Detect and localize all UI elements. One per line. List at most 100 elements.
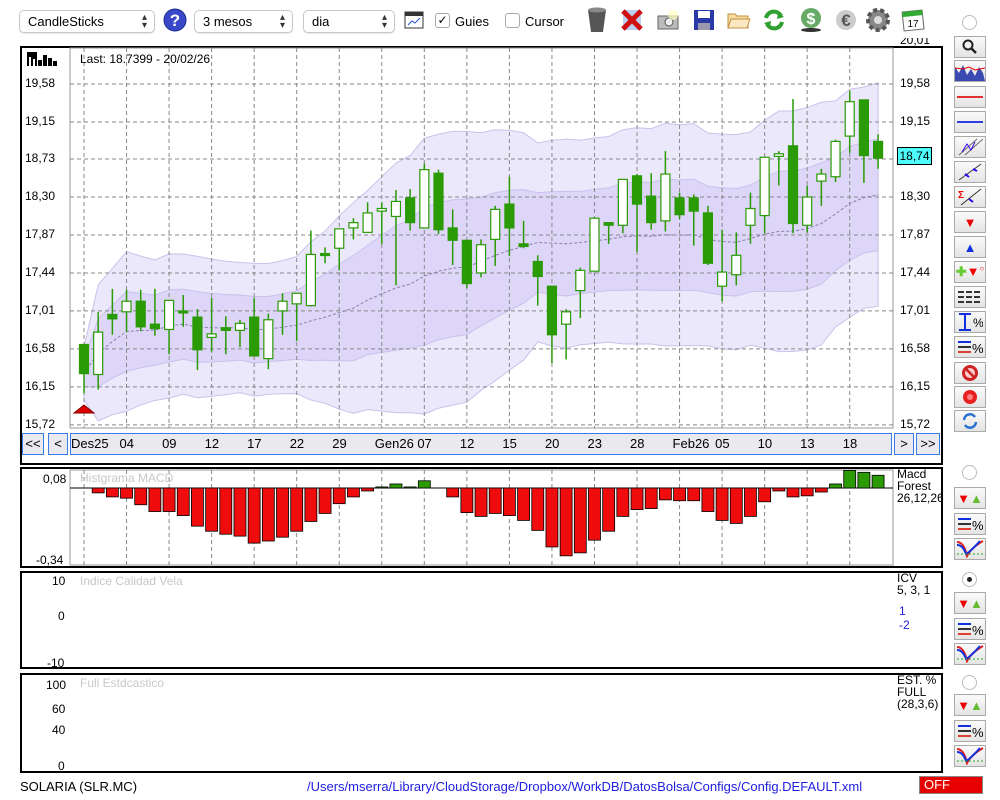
candle-body: [390, 200, 402, 218]
icv-sell-buy-arrows-button[interactable]: ▼ ▲: [954, 592, 986, 614]
stoch-lines-percent-button[interactable]: %: [954, 719, 986, 742]
macd-bar: [332, 487, 346, 505]
macd-bar: [91, 487, 105, 494]
zoom-icon: [962, 39, 978, 55]
save-icon[interactable]: [690, 6, 718, 34]
candle: [376, 202, 387, 244]
stoch-stoch-curve-button[interactable]: [954, 745, 986, 767]
icv-lines-percent-button[interactable]: %: [954, 617, 986, 640]
candle: [830, 139, 841, 183]
horizontal-line-red-icon: [957, 94, 983, 100]
candle-body: [178, 310, 189, 314]
price-label: 17,44: [25, 264, 56, 279]
camera-icon[interactable]: [654, 6, 682, 34]
config-path-link[interactable]: /Users/mserra/Library/CloudStorage/Dropb…: [307, 779, 863, 794]
candle-body: [376, 207, 387, 212]
main-chart-radio[interactable]: [962, 15, 977, 30]
percent-range-button[interactable]: %: [954, 311, 986, 333]
chart-type-value: CandleSticks: [28, 14, 104, 29]
buy-arrow-button[interactable]: ▲: [954, 236, 986, 258]
icv-panel-radio[interactable]: [962, 572, 977, 587]
macd-sell-buy-arrows-button[interactable]: ▼ ▲: [954, 487, 986, 509]
price-label: 18,73: [25, 151, 56, 166]
macd-bar: [176, 487, 190, 516]
candle: [660, 151, 671, 232]
add-signal-button[interactable]: ✚ ▼ ○: [954, 261, 986, 283]
icv-stoch-curve-button[interactable]: [954, 643, 986, 665]
volume-bars-icon[interactable]: [27, 52, 59, 69]
record-button[interactable]: [954, 386, 986, 408]
macd-bar: [361, 487, 375, 492]
macd-bar: [744, 487, 757, 517]
candle: [163, 299, 175, 355]
add-signal-icon: ✚ ▼ ○: [955, 264, 985, 279]
interval-select[interactable]: dia ▴ ▾: [303, 10, 395, 33]
chart-type-select[interactable]: CandleSticks ▴ ▾: [19, 10, 155, 33]
sync-button[interactable]: [954, 410, 986, 432]
date-label: 15: [502, 436, 517, 451]
period-select[interactable]: 3 mesos ▴ ▾: [194, 10, 293, 33]
price-chart[interactable]: [0, 0, 1000, 470]
stoch-title: Full Estdcastico: [80, 676, 165, 690]
delete-icon[interactable]: [618, 6, 646, 34]
macd-bar: [857, 471, 871, 489]
candle: [192, 309, 203, 371]
lines-percent-icon: %: [957, 722, 983, 740]
candle-body: [816, 173, 827, 182]
candle: [178, 295, 189, 327]
stoch-panel-radio[interactable]: [962, 675, 977, 690]
refresh-icon[interactable]: [760, 6, 788, 34]
candle: [561, 309, 572, 360]
zoom-button[interactable]: [954, 36, 986, 58]
guides-checkbox[interactable]: ✓: [435, 13, 450, 28]
channel-button[interactable]: [954, 136, 986, 158]
candle-body: [277, 300, 288, 312]
nav-last-button[interactable]: >>: [916, 433, 940, 455]
date-label: Gen26: [374, 436, 414, 451]
sigma-trend-button[interactable]: Σ: [954, 186, 986, 208]
macd-bar: [488, 487, 502, 514]
chart-thumbnail-button[interactable]: [954, 60, 986, 82]
settings-icon[interactable]: [864, 6, 892, 34]
candle-body: [234, 322, 246, 331]
horizontal-line-red-button[interactable]: [954, 86, 986, 108]
stoch-sell-buy-arrows-button[interactable]: ▼ ▲: [954, 694, 986, 716]
candle: [589, 217, 600, 272]
sell-arrow-icon: ▼: [963, 214, 977, 230]
nav-first-button[interactable]: <<: [22, 433, 44, 455]
euro-icon[interactable]: €: [832, 6, 860, 34]
icv-legend-line: ICV: [897, 571, 918, 585]
svg-text:?: ?: [170, 11, 180, 30]
date-label: 07: [417, 436, 432, 451]
sell-arrow-button[interactable]: ▼: [954, 211, 986, 233]
trash-icon[interactable]: [583, 6, 611, 34]
nav-prev-button[interactable]: <: [48, 433, 68, 455]
chevron-updown-icon: ▴ ▾: [381, 12, 387, 31]
horizontal-line-blue-button[interactable]: [954, 111, 986, 133]
price-label: 20,01: [900, 38, 931, 48]
date-label: 28: [630, 436, 645, 451]
stoch-label-60: 60: [52, 702, 66, 716]
macd-panel-radio[interactable]: [962, 465, 977, 480]
stoch-curve-icon: [956, 747, 984, 765]
sell-buy-arrows-icon: ▼ ▲: [957, 490, 983, 506]
lines-percent-button[interactable]: %: [954, 336, 986, 358]
macd-lines-percent-button[interactable]: %: [954, 512, 986, 535]
candle: [575, 267, 586, 318]
chart-window-icon[interactable]: [400, 6, 428, 34]
cursor-checkbox[interactable]: [505, 13, 520, 28]
folder-open-icon[interactable]: [725, 6, 753, 34]
date-label: 04: [119, 436, 134, 451]
help-icon[interactable]: ?: [161, 6, 189, 34]
calendar-icon[interactable]: 17: [899, 6, 927, 34]
mode-toggle[interactable]: OFF: [919, 776, 983, 794]
trend-line-button[interactable]: [954, 161, 986, 183]
macd-stoch-curve-button[interactable]: [954, 538, 986, 560]
nav-next-button[interactable]: >: [894, 433, 914, 455]
grid-lines-button[interactable]: [954, 286, 986, 308]
dollar-icon[interactable]: $: [797, 6, 825, 34]
price-label: 17,87: [25, 226, 56, 241]
stop-button[interactable]: [954, 362, 986, 384]
candle-body: [362, 212, 373, 233]
macd-bar: [616, 487, 630, 517]
